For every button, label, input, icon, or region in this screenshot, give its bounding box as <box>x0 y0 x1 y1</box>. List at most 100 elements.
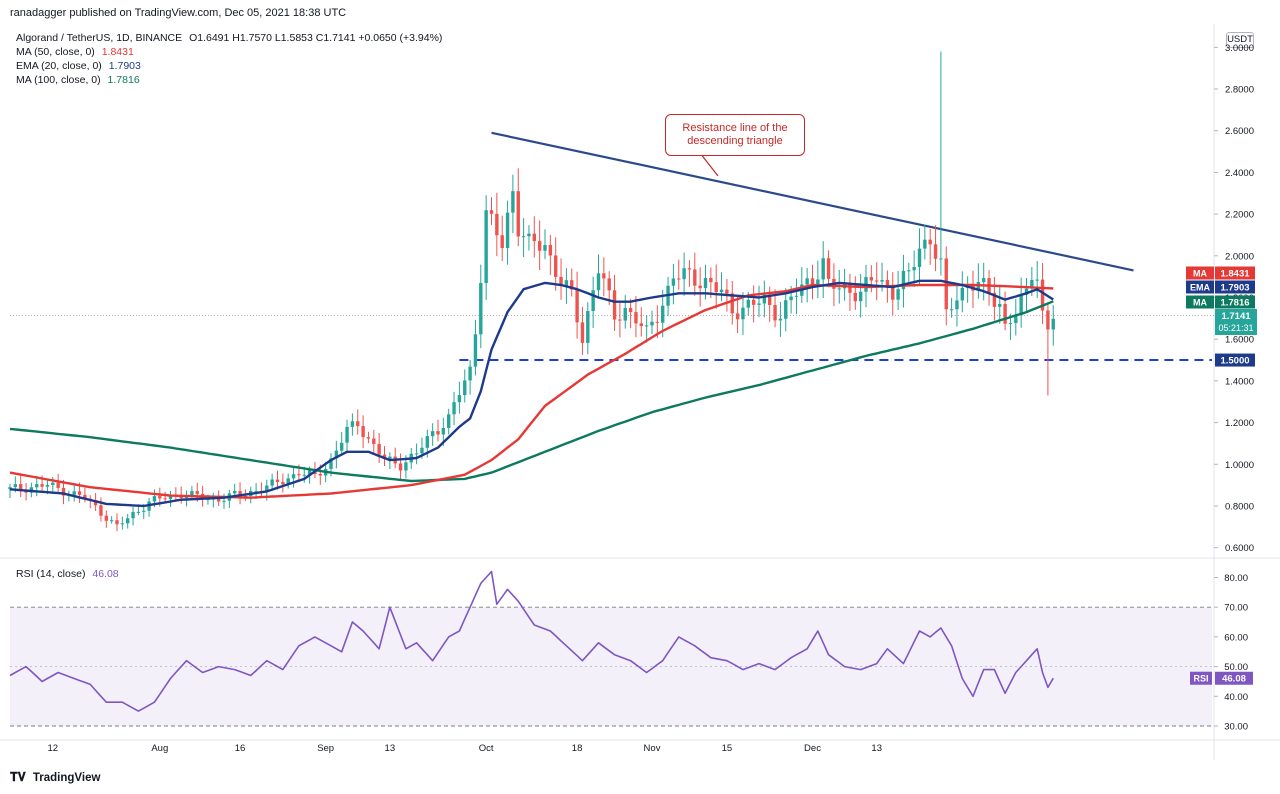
candle-body <box>933 244 938 259</box>
candle-body <box>805 278 809 285</box>
ma50-value-bg <box>1215 266 1255 280</box>
price-tick-label: 0.8000 <box>1225 502 1254 513</box>
annotation-line-2: descending triangle <box>687 135 783 147</box>
candle-body <box>768 294 772 306</box>
rsi-value-label: 46.08 <box>1222 674 1246 685</box>
candle-body <box>99 505 103 516</box>
price-tick-label: 2.2000 <box>1225 210 1254 221</box>
brand-name: TradingView <box>32 772 101 784</box>
candle-body <box>152 496 157 502</box>
ema20-line <box>9 279 1054 508</box>
candle-body <box>532 233 536 242</box>
candle-body <box>158 496 162 499</box>
candle-body <box>949 309 954 311</box>
candle-body <box>329 458 333 469</box>
candle-body <box>233 491 237 494</box>
candle-body <box>104 515 108 521</box>
candle-body <box>1008 323 1013 325</box>
candle-body <box>168 494 173 500</box>
candle-body <box>505 212 510 248</box>
ema20-tag-label: EMA <box>1190 283 1211 293</box>
candle-body <box>746 299 750 308</box>
ohlc-values: O1.6491 H1.7570 L1.5853 C1.7141 +0.0650 … <box>189 32 443 44</box>
candle-body <box>206 499 210 501</box>
candle-body <box>452 402 456 415</box>
candle-body <box>891 286 895 300</box>
candle-body <box>628 307 633 313</box>
candle-body <box>794 295 799 297</box>
candle-body <box>982 278 986 283</box>
candle-body <box>356 421 360 427</box>
candle-body <box>136 511 141 513</box>
candle-body <box>340 442 344 451</box>
candle-body <box>784 300 788 319</box>
candle-body <box>751 299 756 305</box>
candle-body <box>596 273 601 291</box>
ema20-value: 1.7903 <box>108 60 141 72</box>
resistance-trendline <box>491 131 1134 272</box>
candle-body <box>163 498 167 500</box>
ma50-tag-label: MA <box>1193 269 1207 279</box>
candle-body <box>366 437 371 439</box>
candle-body <box>527 233 531 237</box>
published-credit: ranadagger published on TradingView.com,… <box>10 7 347 19</box>
candle-body <box>1040 279 1045 311</box>
candle-body <box>907 270 911 272</box>
candle-body <box>901 270 906 290</box>
candle-body <box>837 288 841 290</box>
candle-body <box>275 479 280 483</box>
ma50-tag-bg <box>1186 266 1214 280</box>
candle-body <box>869 277 874 281</box>
ema20-label: EMA (20, close, 0) <box>16 60 102 72</box>
candle-body <box>826 258 831 279</box>
candle-body <box>77 491 82 495</box>
candle-body <box>682 268 686 280</box>
ema20-value-bg <box>1215 280 1255 294</box>
tradingview-logo: 𝐓𝐕 TradingView <box>10 770 100 785</box>
ma100-value: 1.7816 <box>107 74 140 86</box>
candle-body <box>1019 294 1023 316</box>
candle-body <box>473 334 478 367</box>
candle-body <box>495 213 499 236</box>
rsi-value-bg <box>1215 671 1253 685</box>
candle-body <box>912 267 916 271</box>
candle-body <box>618 319 622 321</box>
time-tick-label: 15 <box>722 743 733 754</box>
candle-body <box>115 520 119 525</box>
candle-body <box>120 523 125 525</box>
rsi-label: RSI (14, close) <box>16 568 86 580</box>
support-value-label: 1.5000 <box>1220 356 1249 367</box>
candle-body <box>896 289 900 300</box>
candle-body <box>853 292 857 302</box>
candle-body <box>677 278 681 280</box>
ema20-value-label: 1.7903 <box>1220 283 1249 294</box>
candle-body <box>661 305 665 323</box>
candle-body <box>420 447 424 454</box>
time-tick-label: Nov <box>644 743 661 754</box>
candle-body <box>650 321 654 326</box>
candle-body <box>1014 315 1018 324</box>
candle-body <box>361 426 365 438</box>
candle-body <box>730 293 734 314</box>
candle-body <box>40 484 44 487</box>
candle-body <box>885 280 890 287</box>
currency-button[interactable]: USDT <box>1226 32 1254 48</box>
candle-body <box>1035 279 1039 281</box>
candle-body <box>554 255 558 277</box>
candle-body <box>644 325 649 327</box>
candle-body <box>302 474 306 476</box>
time-tick-label: 18 <box>572 743 583 754</box>
candle-body <box>591 290 595 312</box>
candle-body <box>848 282 852 293</box>
candle-body <box>281 482 285 485</box>
candle-body <box>297 474 301 476</box>
candle-body <box>725 289 729 294</box>
candle-body <box>345 426 349 443</box>
ma100-line <box>9 300 1054 483</box>
time-tick-label: 13 <box>385 743 396 754</box>
candle-body <box>714 282 718 293</box>
candle-body <box>190 491 194 497</box>
candle-body <box>960 287 964 301</box>
support-value-bg <box>1215 353 1255 367</box>
